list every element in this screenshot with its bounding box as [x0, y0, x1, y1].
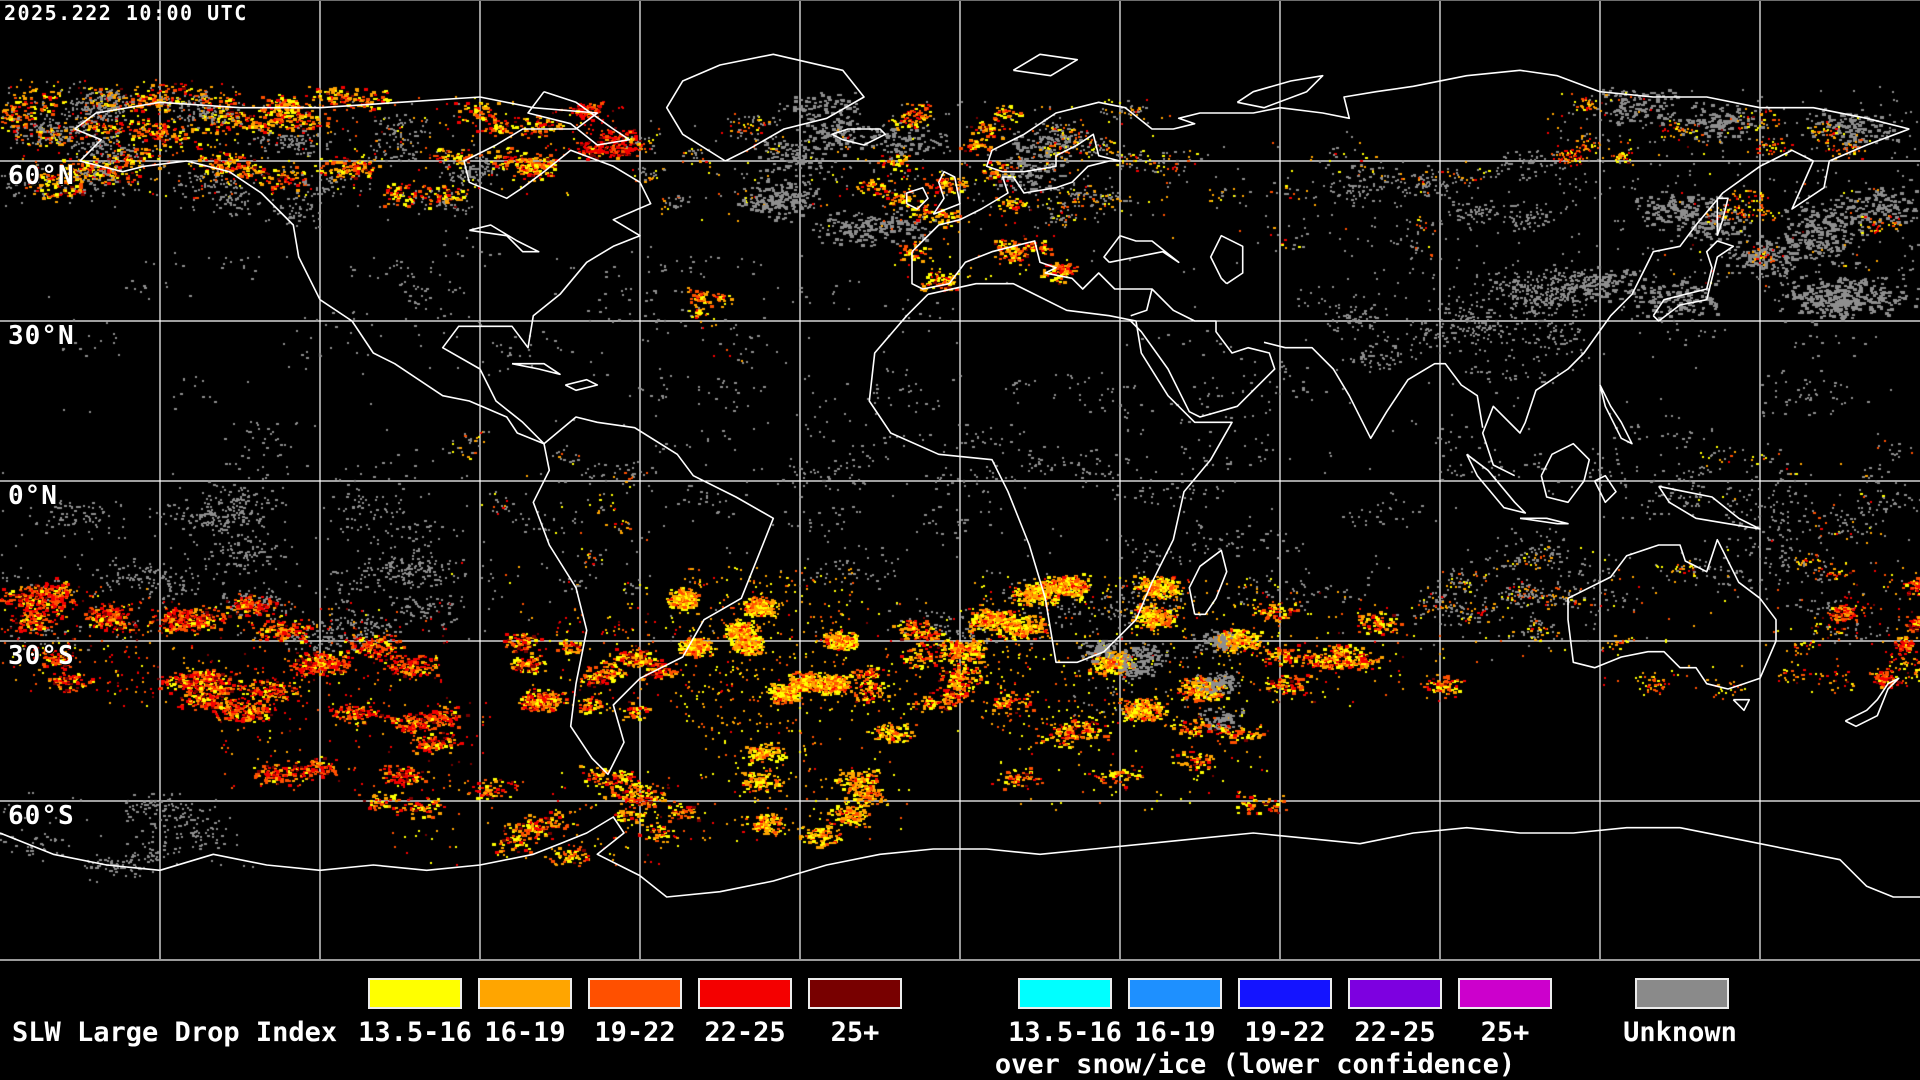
legend-label-normal-1: 13.5-16: [358, 1017, 472, 1048]
lat-label-30n: 30°N: [8, 321, 75, 351]
legend-swatch-snow-3: [1238, 978, 1332, 1009]
lat-label-30s: 30°S: [8, 641, 75, 671]
legend-label-unknown: Unknown: [1623, 1017, 1737, 1048]
legend-label-snow-2: 16-19: [1134, 1017, 1216, 1048]
color-legend: SLW Large Drop Index 13.5-16 16-19 19-22…: [0, 961, 1920, 1080]
legend-label-normal-2: 16-19: [484, 1017, 566, 1048]
coastlines: [0, 53, 1920, 898]
legend-title: SLW Large Drop Index: [12, 1017, 338, 1048]
lat-label-60n: 60°N: [8, 161, 75, 191]
legend-label-snow-5: 25+: [1480, 1017, 1530, 1048]
legend-label-normal-5: 25+: [830, 1017, 880, 1048]
world-map: 2025.222 10:00 UTC 60°N 30°N 0°N 30°S 60…: [0, 0, 1920, 962]
legend-swatch-normal-4: [698, 978, 792, 1009]
legend-label-snow-1: 13.5-16: [1008, 1017, 1122, 1048]
legend-swatch-normal-3: [588, 978, 682, 1009]
legend-swatch-normal-2: [478, 978, 572, 1009]
legend-swatch-snow-1: [1018, 978, 1112, 1009]
legend-label-normal-3: 19-22: [594, 1017, 676, 1048]
legend-swatch-unknown: [1635, 978, 1729, 1009]
legend-label-snow-3: 19-22: [1244, 1017, 1326, 1048]
legend-label-normal-4: 22-25: [704, 1017, 786, 1048]
lat-label-60s: 60°S: [8, 801, 75, 831]
legend-snow-ice-caption: over snow/ice (lower confidence): [994, 1049, 1516, 1080]
legend-swatch-normal-1: [368, 978, 462, 1009]
legend-swatch-snow-4: [1348, 978, 1442, 1009]
slw-data-layer: [0, 1, 1920, 959]
legend-swatch-snow-2: [1128, 978, 1222, 1009]
lat-label-0n: 0°N: [8, 481, 58, 511]
timestamp: 2025.222 10:00 UTC: [4, 1, 248, 25]
legend-label-snow-4: 22-25: [1354, 1017, 1436, 1048]
legend-swatch-snow-5: [1458, 978, 1552, 1009]
legend-swatch-normal-5: [808, 978, 902, 1009]
